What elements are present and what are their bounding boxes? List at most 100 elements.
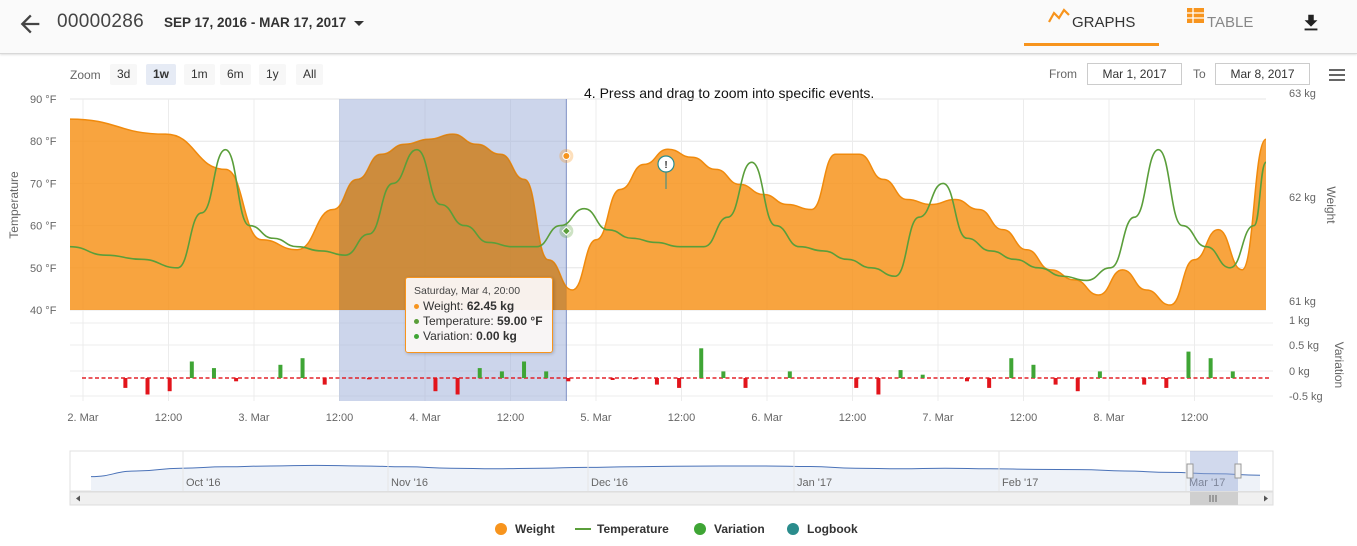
variation-bar xyxy=(854,378,859,388)
scrollbar-track xyxy=(69,491,1274,506)
variation-bar xyxy=(1097,371,1102,378)
from-label: From xyxy=(1049,67,1077,81)
variation-bar xyxy=(1186,351,1191,378)
variation-bar xyxy=(920,374,925,378)
variation-bar xyxy=(965,378,969,382)
x-tick-label: 12:00 xyxy=(668,412,696,424)
x-tick-label: 12:00 xyxy=(497,412,525,424)
temperature-tick-label: 50 °F xyxy=(30,263,57,275)
temperature-dot-icon xyxy=(414,319,419,325)
legend-item-variation[interactable]: Variation xyxy=(694,522,765,536)
chart-panel: Zoom 3d 1w 1m 6m 1y All 4. Press and dra… xyxy=(0,55,1357,546)
x-tick-label: 12:00 xyxy=(839,412,867,424)
tab-graphs-label: GRAPHS xyxy=(1072,14,1136,31)
zoom-6m-button[interactable]: 6m xyxy=(220,64,251,85)
navigator-area xyxy=(91,465,1260,491)
tab-table[interactable]: TABLE xyxy=(1159,0,1279,46)
axes: 90 °F 80 °F 70 °F 60 °F 50 °F 40 °F 63 kg 62 kg… xyxy=(7,88,1346,424)
date-range-dropdown[interactable]: SEP 17, 2016 - MAR 17, 2017 xyxy=(164,15,365,30)
x-tick-label: 7. Mar xyxy=(922,412,954,424)
variation-bar xyxy=(632,378,637,380)
variation-bar xyxy=(1208,358,1213,378)
navigator: Oct '16 Nov '16 Dec '16 Jan '17 Feb '17 Mar '… xyxy=(69,450,1274,506)
x-tick-label: 2. Mar xyxy=(67,412,99,424)
variation-bar xyxy=(654,378,659,385)
caret-down-icon xyxy=(354,20,365,26)
app-header: 00000286 SEP 17, 2016 - MAR 17, 2017 GRA… xyxy=(0,0,1357,54)
tooltip-row-temperature: Temperature: 59.00 °F xyxy=(414,314,544,329)
variation-bar xyxy=(1164,378,1169,388)
variation-bar xyxy=(211,368,216,378)
zoom-1m-button[interactable]: 1m xyxy=(184,64,215,85)
x-tick-label: 12:00 xyxy=(1010,412,1038,424)
x-tick-label: 3. Mar xyxy=(238,412,270,424)
tooltip-temperature-label: Temperature: xyxy=(423,314,494,328)
tooltip-temperature-value: 59.00 °F xyxy=(497,314,543,328)
logbook-flag-icon xyxy=(657,155,675,173)
variation-bar xyxy=(123,378,128,388)
from-date-input[interactable]: Mar 1, 2017 xyxy=(1087,63,1182,85)
scroll-right-icon xyxy=(1264,495,1268,502)
temperature-tick-label: 80 °F xyxy=(30,136,57,148)
variation-bar xyxy=(1031,364,1036,378)
variation-bar xyxy=(167,378,172,392)
tooltip-row-weight: Weight: 62.45 kg xyxy=(414,299,544,314)
logbook-flag-glyph: ! xyxy=(664,160,667,171)
tooltip-variation-value: 0.00 kg xyxy=(476,329,517,343)
weight-tick-label: 61 kg xyxy=(1289,296,1316,308)
legend-item-logbook[interactable]: Logbook xyxy=(787,522,858,536)
to-label: To xyxy=(1193,67,1206,81)
variation-tick-label: 0 kg xyxy=(1289,366,1310,378)
legend-logbook-label: Logbook xyxy=(807,522,858,536)
x-tick-label: 12:00 xyxy=(155,412,183,424)
variation-series xyxy=(82,348,1269,395)
temperature-tick-label: 90 °F xyxy=(30,94,57,106)
variation-bar xyxy=(278,364,283,378)
variation-bar xyxy=(743,378,748,388)
chart-tooltip: Saturday, Mar 4, 20:00 Weight: 62.45 kg … xyxy=(405,277,553,353)
chart-svg[interactable]: 90 °F 80 °F 70 °F 60 °F 50 °F 40 °F 63 kg 62 kg… xyxy=(0,55,1357,546)
variation-bar xyxy=(898,370,903,378)
download-icon[interactable] xyxy=(1300,12,1322,34)
variation-bar xyxy=(455,378,460,395)
variation-bar xyxy=(300,358,305,378)
table-icon xyxy=(1187,8,1204,23)
navigator-month-label: Mar '17 xyxy=(1189,477,1225,489)
variation-bar xyxy=(145,378,150,395)
zoom-all-button[interactable]: All xyxy=(296,64,324,85)
variation-bar xyxy=(677,378,682,388)
line-chart-icon xyxy=(1048,8,1070,23)
legend-variation-label: Variation xyxy=(714,522,765,536)
x-tick-label: 8. Mar xyxy=(1093,412,1125,424)
x-tick-label: 5. Mar xyxy=(580,412,612,424)
legend-item-temperature[interactable]: Temperature xyxy=(575,522,669,536)
chart-menu-icon[interactable] xyxy=(1329,69,1345,83)
variation-bar xyxy=(1009,358,1014,378)
variation-bar xyxy=(610,378,615,380)
weight-tick-label: 62 kg xyxy=(1289,192,1316,204)
weight-area-selected xyxy=(339,134,567,310)
temperature-tick-label: 70 °F xyxy=(30,178,57,190)
zoom-label: Zoom xyxy=(70,68,101,82)
temperature-axis-title: Temperature xyxy=(7,171,21,239)
back-arrow-icon[interactable] xyxy=(16,10,44,38)
scroll-left-icon xyxy=(76,495,80,502)
temperature-line xyxy=(69,148,1267,282)
variation-bar xyxy=(477,368,482,378)
zoom-3d-button[interactable]: 3d xyxy=(110,64,138,85)
zoom-1w-button[interactable]: 1w xyxy=(146,64,177,85)
variation-bar xyxy=(367,378,371,380)
zoom-1y-button[interactable]: 1y xyxy=(259,64,286,85)
variation-bar xyxy=(987,378,992,388)
to-date-input[interactable]: Mar 8, 2017 xyxy=(1215,63,1310,85)
tab-graphs[interactable]: GRAPHS xyxy=(1024,0,1159,46)
tooltip-weight-label: Weight: xyxy=(423,299,464,313)
temperature-tick-label: 40 °F xyxy=(30,305,57,317)
tooltip-variation-label: Variation: xyxy=(423,329,473,343)
variation-bar xyxy=(189,361,194,378)
legend-item-weight[interactable]: Weight xyxy=(495,522,555,536)
variation-dot-icon xyxy=(414,334,419,340)
weight-area xyxy=(70,119,1266,310)
weight-line xyxy=(69,118,1267,306)
x-tick-label: 6. Mar xyxy=(751,412,783,424)
